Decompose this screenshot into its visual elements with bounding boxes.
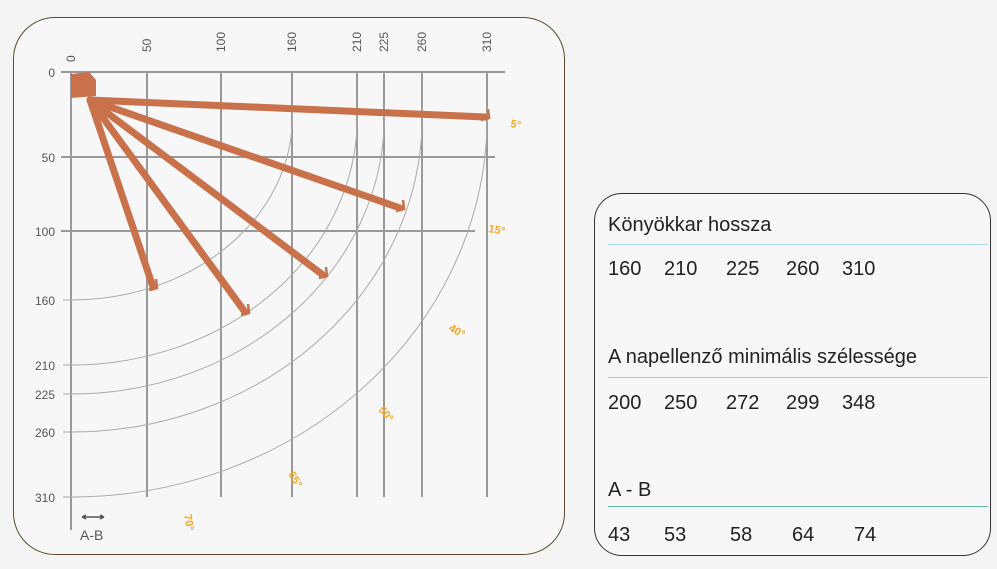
y-tick-label: 210 — [35, 359, 55, 373]
arm-bracket — [71, 72, 96, 98]
angle-label: 50° — [376, 404, 396, 424]
a-b-value: 43 — [608, 524, 631, 546]
awning-arm — [86, 96, 404, 212]
reach-arc — [63, 106, 423, 433]
arm-end-hook — [318, 266, 329, 280]
arm-length-value: 310 — [842, 258, 876, 280]
awning-arm — [86, 96, 327, 279]
x-tick-label: 0 — [64, 55, 78, 62]
awning-arm-diagram-panel: 0 50 100 160 210 225 260 310 0 50 100 160 210 225 260 3… — [13, 17, 565, 555]
a-b-value: 53 — [664, 524, 687, 546]
x-tick-label: 210 — [350, 32, 364, 52]
a-b-value: 74 — [854, 524, 877, 546]
arm-end-hook — [148, 278, 159, 292]
x-tick-label: 310 — [480, 32, 494, 52]
arm-length-value: 210 — [664, 258, 698, 280]
angle-label: 15° — [487, 223, 505, 238]
a-b-heading: A - B — [608, 479, 652, 501]
reach-arc — [63, 106, 488, 498]
y-tick-label: 225 — [35, 388, 55, 402]
x-tick-label: 100 — [214, 32, 228, 52]
min-width-rule — [608, 377, 988, 378]
awning-arm — [86, 96, 249, 316]
angle-label: 65° — [285, 470, 304, 490]
y-tick-label: 0 — [48, 66, 55, 80]
min-width-value: 200 — [608, 392, 642, 414]
arm-length-value: 225 — [726, 258, 760, 280]
arm-length-rule — [608, 244, 988, 245]
y-tick-label: 50 — [42, 151, 56, 165]
arm-end-hook — [395, 199, 406, 213]
specs-panel: Könyökkar hossza 160 210 225 260 310 A n… — [594, 193, 991, 556]
awning-arm — [86, 96, 489, 121]
x-tick-label: 160 — [285, 32, 299, 52]
a-b-legend-label: A-B — [80, 527, 103, 543]
arm-length-heading: Könyökkar hossza — [608, 214, 772, 236]
angle-label: 40° — [447, 322, 467, 341]
y-tick-label: 100 — [35, 225, 55, 239]
min-width-value: 348 — [842, 392, 876, 414]
a-b-value: 64 — [792, 524, 815, 546]
reach-arc — [63, 106, 358, 366]
arm-end-hook — [240, 303, 251, 317]
arm-projection-diagram: 0 50 100 160 210 225 260 310 0 50 100 160 210 225 260 3… — [35, 32, 522, 543]
min-width-value: 250 — [664, 392, 698, 414]
a-b-value: 58 — [730, 524, 753, 546]
min-width-value: 299 — [786, 392, 820, 414]
a-b-arrow-icon — [81, 514, 105, 520]
reach-arc — [63, 106, 385, 395]
reach-arc — [63, 106, 293, 301]
angle-label: 5° — [509, 118, 521, 132]
x-tick-label: 260 — [415, 32, 429, 52]
x-tick-label: 225 — [377, 32, 391, 52]
y-tick-label: 310 — [35, 491, 55, 505]
y-tick-label: 260 — [35, 426, 55, 440]
min-width-value: 272 — [726, 392, 760, 414]
min-width-heading: A napellenző minimális szélessége — [608, 346, 918, 368]
arm-length-value: 260 — [786, 258, 820, 280]
y-tick-label: 160 — [35, 294, 55, 308]
awning-arm — [86, 96, 157, 291]
arm-end-hook — [480, 108, 491, 122]
arm-length-value: 160 — [608, 258, 642, 280]
x-tick-label: 50 — [140, 38, 154, 52]
a-b-rule — [608, 506, 988, 507]
angle-label: 70° — [181, 513, 196, 531]
